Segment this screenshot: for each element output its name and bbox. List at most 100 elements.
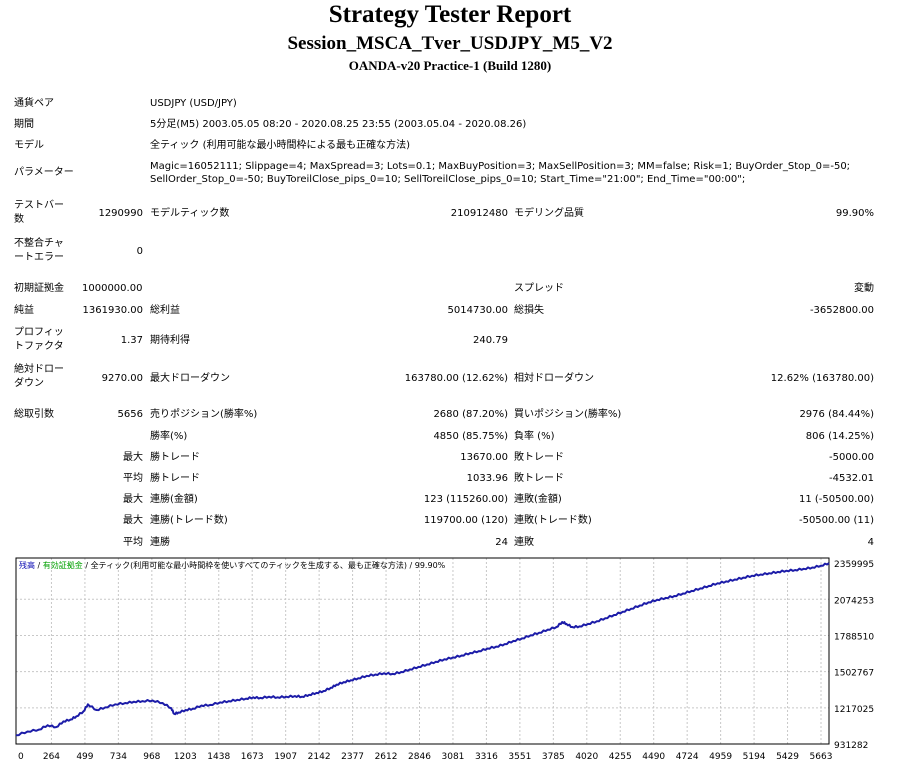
x-tick-label: 499 <box>76 752 93 762</box>
legend-sep-2: / <box>83 561 91 570</box>
balance-chart: 残高 / 有効証拠金 / 全ティック(利用可能な最小時間枠を使いすべてのティック… <box>14 556 886 766</box>
expected-label: 期待利得 <box>150 335 190 346</box>
y-tick-label: 2359995 <box>834 560 874 570</box>
chart-grid <box>16 558 829 744</box>
grossprofit-value: 5014730.00 <box>447 305 508 316</box>
long-label: 買いポジション(勝率%) <box>514 409 622 420</box>
avgconsecloss-value: 4 <box>867 537 874 548</box>
chart-legend: 残高 / 有効証拠金 / 全ティック(利用可能な最小時間枠を使いすべてのティック… <box>19 560 446 570</box>
consecwin-cnt-value: 119700.00 (120) <box>423 515 508 526</box>
mismatch-value: 0 <box>136 246 143 257</box>
legend-model: 全ティック(利用可能な最小時間枠を使いすべてのティックを生成する、最も正確な方法… <box>91 560 407 570</box>
x-tick-label: 1438 <box>207 752 230 762</box>
trades-value: 5656 <box>117 409 143 420</box>
x-tick-label: 968 <box>143 752 160 762</box>
maxloss-label: 敗トレード <box>514 452 564 463</box>
period-label: 期間 <box>14 119 34 130</box>
consecwin-amt-value: 123 (115260.00) <box>423 494 508 505</box>
modelticks-label: モデルティック数 <box>150 208 230 219</box>
x-tick-label: 3785 <box>542 752 565 762</box>
x-tick-label: 1673 <box>241 752 264 762</box>
long-value: 2976 (84.44%) <box>799 409 874 420</box>
pf-label-1: プロフィッ <box>14 327 64 338</box>
chart-plot-border <box>15 557 830 745</box>
avgwin-label: 勝トレード <box>150 473 200 484</box>
reldd-label: 相対ドローダウン <box>514 373 594 384</box>
avgconsecwin-value: 24 <box>495 537 508 548</box>
absdd-label-2: ダウン <box>14 378 44 389</box>
consecwin-amt-label: 連勝(金額) <box>150 494 198 505</box>
deposit-value: 1000000.00 <box>82 283 143 294</box>
legend-sep-3: / <box>407 561 415 570</box>
pf-label-2: トファクタ <box>14 341 64 352</box>
x-tick-label: 4959 <box>709 752 732 762</box>
avgconsecwin-label: 連勝 <box>150 537 170 548</box>
legend-sep-1: / <box>35 561 43 570</box>
deposit-label: 初期証拠金 <box>14 283 64 294</box>
avg-label-1: 平均 <box>123 473 143 484</box>
consecloss-cnt-label: 連敗(トレード数) <box>514 515 592 526</box>
x-tick-label: 2612 <box>375 752 398 762</box>
legend-equity: 有効証拠金 <box>43 560 83 570</box>
testbars-value: 1290990 <box>98 208 143 219</box>
x-tick-label: 5663 <box>810 752 833 762</box>
x-tick-label: 3316 <box>475 752 498 762</box>
legend-balance: 残高 <box>19 560 35 570</box>
quality-label: モデリング品質 <box>514 208 584 219</box>
grossprofit-label: 総利益 <box>150 305 180 316</box>
broker-name: OANDA-v20 Practice-1 (Build 1280) <box>348 58 552 73</box>
maxloss-value: -5000.00 <box>829 452 874 463</box>
pf-value: 1.37 <box>120 335 143 346</box>
x-tick-label: 4020 <box>575 752 598 762</box>
absdd-value: 9270.00 <box>101 373 143 384</box>
spread-label: スプレッド <box>514 283 564 294</box>
avg-label-2: 平均 <box>123 537 143 548</box>
modelticks-value: 210912480 <box>450 208 508 219</box>
trades-label: 総取引数 <box>14 409 54 420</box>
x-axis-ticks: 0 264 499 734 968 1203 1438 1673 1907 2142 2377 261… <box>18 752 832 762</box>
model-value: 全ティック (利用可能な最小時間枠による最も正確な方法) <box>150 140 411 151</box>
grossloss-label: 総損失 <box>514 305 544 316</box>
maxwin-value: 13670.00 <box>460 452 508 463</box>
x-tick-label: 264 <box>43 752 60 762</box>
x-tick-label: 1907 <box>274 752 297 762</box>
pair-label: 通貨ペア <box>14 98 54 109</box>
x-tick-label: 4490 <box>642 752 665 762</box>
short-label: 売りポジション(勝率%) <box>150 409 258 420</box>
x-tick-label: 3551 <box>508 752 531 762</box>
x-tick-label: 3081 <box>442 752 465 762</box>
maxwin-label: 勝トレード <box>150 452 200 463</box>
params-label: パラメーター <box>14 167 74 178</box>
lossrate-label: 負率 (%) <box>514 431 555 442</box>
netprofit-label: 純益 <box>14 305 34 316</box>
max-label-2: 最大 <box>123 494 143 505</box>
maxdd-label: 最大ドローダウン <box>150 373 230 384</box>
winrate-value: 4850 (85.75%) <box>433 431 508 442</box>
x-tick-label: 2142 <box>308 752 331 762</box>
consecloss-cnt-value: -50500.00 (11) <box>798 515 874 526</box>
x-tick-label: 1203 <box>174 752 197 762</box>
grossloss-value: -3652800.00 <box>809 305 874 316</box>
x-tick-label: 5429 <box>776 752 799 762</box>
testbars-label-2: 数 <box>14 214 24 225</box>
absdd-label-1: 絶対ドロー <box>14 364 64 375</box>
y-tick-label: 2074253 <box>834 596 874 606</box>
quality-value: 99.90% <box>835 208 874 219</box>
consecloss-amt-value: 11 (-50500.00) <box>798 494 874 505</box>
legend-quality: 99.90% <box>415 561 446 570</box>
chart-background <box>14 556 886 766</box>
avgloss-label: 敗トレード <box>514 473 564 484</box>
y-axis-ticks: 2359995 2074253 1788510 1502767 1217025 93128… <box>834 560 874 751</box>
lossrate-value: 806 (14.25%) <box>805 431 874 442</box>
maxdd-value: 163780.00 (12.62%) <box>404 373 508 384</box>
expected-value: 240.79 <box>473 335 508 346</box>
pair-value: USDJPY (USD/JPY) <box>150 98 237 109</box>
report-subtitle: Session_MSCA_Tver_USDJPY_M5_V2 <box>287 33 613 54</box>
max-label-1: 最大 <box>123 452 143 463</box>
x-tick-label: 2846 <box>408 752 431 762</box>
max-label-3: 最大 <box>123 515 143 526</box>
balance-series-line <box>15 562 830 737</box>
x-tick-label: 5194 <box>743 752 766 762</box>
avgwin-value: 1033.96 <box>466 473 508 484</box>
consecwin-cnt-label: 連勝(トレード数) <box>150 515 228 526</box>
